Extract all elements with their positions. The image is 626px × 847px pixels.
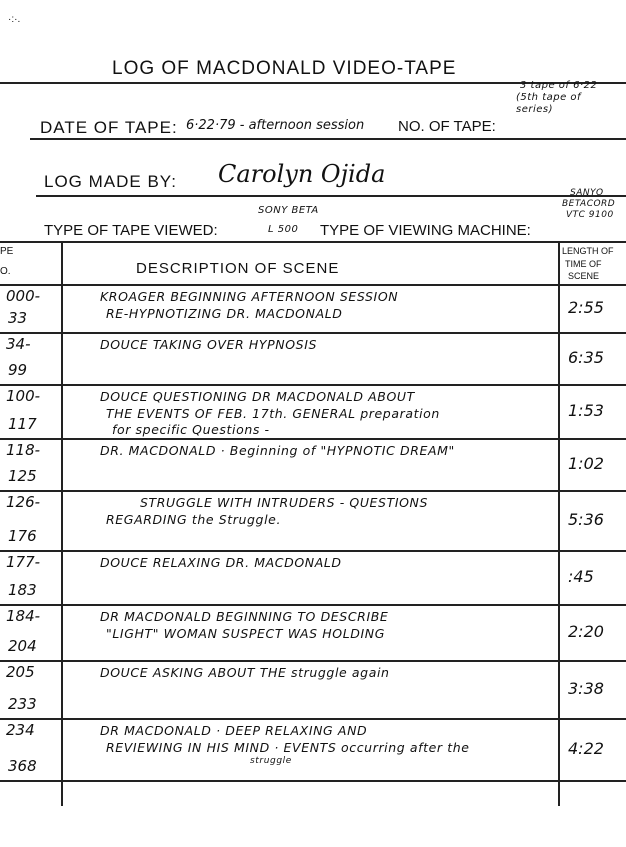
description-line-2: REVIEWING IN HIS MIND · EVENTS occurring… [106, 740, 470, 755]
description-line-1: DR MACDONALD BEGINNING TO DESCRIBE [100, 609, 389, 624]
tape-end: 176 [8, 527, 37, 545]
row-divider [0, 438, 626, 440]
tape-start: 34- [6, 335, 31, 353]
description-line-1: DOUCE TAKING OVER HYPNOSIS [100, 337, 318, 352]
row-divider [0, 490, 626, 492]
tape-start: 100- [6, 387, 41, 405]
col-length-1: LENGTH OF [562, 246, 614, 256]
column-divider [558, 241, 560, 806]
tape-end: 99 [8, 361, 28, 379]
scan-specks: ·:·. [8, 14, 21, 25]
tape-type-value-2: L 500 [268, 224, 299, 235]
tape-end: 33 [8, 309, 28, 327]
tape-type-label: TYPE OF TAPE VIEWED: [44, 222, 218, 239]
scene-length: 2:55 [568, 298, 604, 317]
description-line-2: "LIGHT" WOMAN SUSPECT WAS HOLDING [106, 626, 386, 641]
description-line-2: RE-HYPNOTIZING DR. MACDONALD [106, 306, 343, 321]
description-line-1: STRUGGLE WITH INTRUDERS - QUESTIONS [140, 495, 429, 510]
tape-start: 118- [6, 441, 41, 459]
description-line-1: DOUCE QUESTIONING DR MACDONALD ABOUT [100, 389, 415, 404]
tape-start: 000- [6, 287, 41, 305]
row-divider [0, 718, 626, 720]
scene-length: 6:35 [568, 348, 604, 367]
date-value: 6·22·79 - afternoon session [186, 118, 365, 133]
description-line-1: KROAGER BEGINNING AFTERNOON SESSION [100, 289, 399, 304]
machine-value-3: VTC 9100 [566, 210, 614, 220]
scene-length: 2:20 [568, 622, 604, 641]
header-divider [0, 284, 626, 286]
row-divider [0, 332, 626, 334]
tape-no-label: NO. OF TAPE: [398, 118, 496, 135]
description-line-2: REGARDING the Struggle. [106, 512, 282, 527]
divider [0, 241, 626, 243]
tape-no-value-1: 3 tape of 6·22 [520, 80, 598, 91]
machine-value-1: SANYO [570, 188, 604, 198]
tape-start: 177- [6, 553, 41, 571]
row-divider [0, 384, 626, 386]
tape-end: 183 [8, 581, 37, 599]
row-divider [0, 780, 626, 782]
machine-label: TYPE OF VIEWING MACHINE: [320, 222, 531, 239]
tape-end: 117 [8, 415, 37, 433]
scene-length: 3:38 [568, 679, 604, 698]
column-divider [61, 241, 63, 806]
col-tape-no-1: PE [0, 246, 14, 257]
col-length-2: TIME OF [565, 259, 602, 269]
tape-start: 184- [6, 607, 41, 625]
scene-length: :45 [568, 567, 594, 586]
date-label: DATE OF TAPE: [40, 118, 178, 137]
log-by-signature: Carolyn Ojida [218, 160, 386, 188]
machine-value-2: BETACORD [562, 199, 616, 209]
tape-end: 204 [8, 637, 37, 655]
scene-length: 4:22 [568, 739, 604, 758]
divider [36, 195, 626, 197]
tape-end: 233 [8, 695, 37, 713]
description-line-1: DOUCE ASKING ABOUT THE struggle again [100, 665, 390, 680]
row-divider [0, 550, 626, 552]
tape-end: 125 [8, 467, 37, 485]
description-line-3: struggle [250, 756, 292, 766]
scene-length: 1:53 [568, 401, 604, 420]
description-line-1: DR. MACDONALD · Beginning of "HYPNOTIC D… [100, 443, 455, 458]
tape-start: 234 [6, 721, 35, 739]
col-description: DESCRIPTION OF SCENE [136, 260, 340, 277]
tape-start: 126- [6, 493, 41, 511]
divider [30, 138, 626, 140]
description-line-3: for specific Questions - [112, 422, 270, 437]
scene-length: 5:36 [568, 510, 604, 529]
description-line-1: DOUCE RELAXING DR. MACDONALD [100, 555, 342, 570]
row-divider [0, 604, 626, 606]
tape-no-value-2: (5th tape of [516, 92, 582, 103]
document-title: LOG OF MACDONALD VIDEO-TAPE [112, 58, 457, 79]
description-line-2: THE EVENTS OF FEB. 17th. GENERAL prepara… [106, 406, 440, 421]
row-divider [0, 660, 626, 662]
log-by-label: LOG MADE BY: [44, 172, 177, 191]
tape-end: 368 [8, 757, 37, 775]
col-length-3: SCENE [568, 271, 600, 281]
col-tape-no-2: O. [0, 266, 11, 277]
tape-start: 205 [6, 663, 35, 681]
scene-length: 1:02 [568, 454, 604, 473]
divider [0, 82, 626, 84]
tape-no-value-3: series) [516, 104, 554, 115]
tape-type-value-1: SONY BETA [258, 205, 319, 216]
description-line-1: DR MACDONALD · DEEP RELAXING AND [100, 723, 368, 738]
